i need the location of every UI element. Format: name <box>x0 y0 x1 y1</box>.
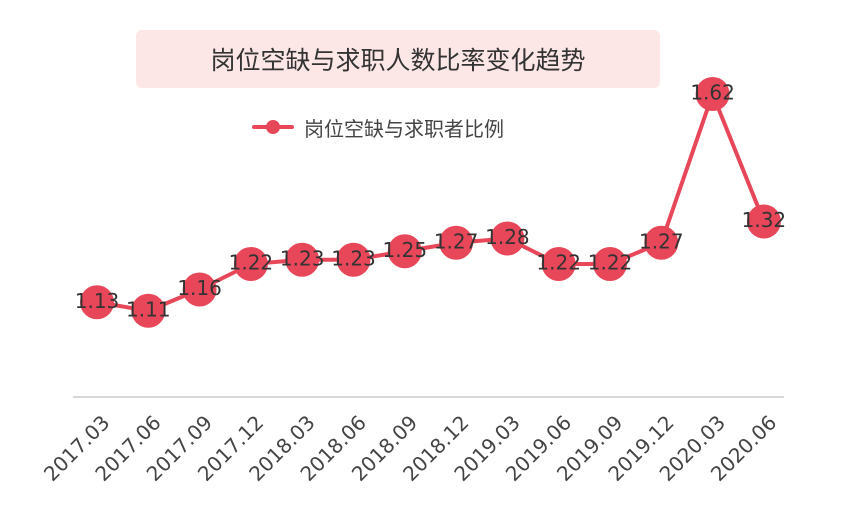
data-label: 1.16 <box>177 276 222 300</box>
data-label: 1.23 <box>331 246 376 270</box>
data-point <box>387 234 422 269</box>
data-label: 1.11 <box>126 297 171 321</box>
data-point <box>285 242 320 277</box>
data-point <box>131 293 166 328</box>
data-label: 1.28 <box>485 225 530 249</box>
data-label: 1.23 <box>280 246 325 270</box>
data-label: 1.32 <box>742 208 787 232</box>
data-point <box>182 272 217 307</box>
data-point <box>233 247 268 281</box>
data-label: 1.27 <box>639 229 684 253</box>
data-label: 1.62 <box>690 81 735 105</box>
data-point <box>336 242 371 277</box>
data-point <box>644 225 679 260</box>
data-label: 1.22 <box>588 251 633 275</box>
data-point <box>439 225 474 260</box>
data-point <box>695 77 730 111</box>
legend-marker-icon <box>250 117 296 137</box>
data-point <box>80 285 114 320</box>
legend[interactable]: 岗位空缺与求职者比例 <box>250 110 504 144</box>
data-label: 1.27 <box>434 229 479 253</box>
legend-label: 岗位空缺与求职者比例 <box>304 116 504 141</box>
data-point <box>746 204 781 239</box>
chart-title: 岗位空缺与求职人数比率变化趋势 <box>136 30 660 88</box>
data-label: 1.25 <box>383 238 428 262</box>
data-point <box>541 247 576 281</box>
data-label: 1.22 <box>229 251 274 275</box>
data-point <box>593 247 627 281</box>
data-label: 1.13 <box>75 289 120 313</box>
data-label: 1.22 <box>536 251 581 275</box>
data-point <box>490 221 525 256</box>
